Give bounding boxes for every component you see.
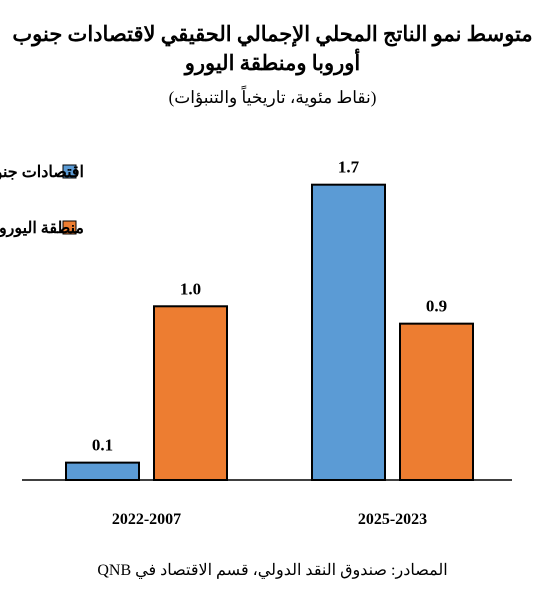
x-tick-label: 2025-2023 (358, 511, 427, 528)
data-label: 0.1 (92, 436, 113, 455)
chart-source: المصادر: صندوق النقد الدولي، قسم الاقتصا… (97, 562, 448, 579)
data-label: 0.9 (426, 297, 447, 316)
legend-swatch-0 (62, 164, 77, 179)
bar-south-europe-0 (65, 461, 140, 481)
chart-title: متوسط نمو الناتج المحلي الإجمالي الحقيقي… (12, 22, 533, 75)
bar-south-europe-1 (311, 183, 386, 482)
data-label: 1.7 (338, 158, 360, 177)
x-tick-label: 2022-2007 (112, 511, 181, 528)
legend-label: اقتصادات جنوب أوروبا (0, 160, 84, 182)
legend-swatch-1 (62, 220, 77, 235)
legend-label: منطقة اليورو (0, 220, 84, 238)
bar-euro-area-0 (153, 305, 228, 481)
bar-euro-area-1 (399, 322, 474, 481)
data-label: 1.0 (180, 279, 201, 298)
chart-subtitle: (نقاط مئوية، تاريخياً والتنبؤات) (168, 88, 377, 107)
